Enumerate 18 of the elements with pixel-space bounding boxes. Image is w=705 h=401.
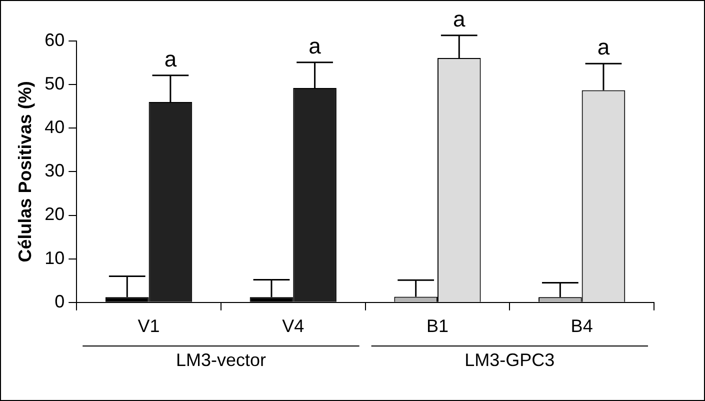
y-tick-label: 50 (44, 74, 65, 94)
y-axis-title: Células Positivas (%) (14, 81, 35, 262)
x-tick-label: V1 (138, 316, 160, 336)
x-tick-label: B1 (426, 316, 448, 336)
y-tick-label: 10 (44, 248, 65, 268)
y-tick-label: 30 (44, 160, 65, 181)
y-tick-label: 60 (44, 30, 65, 50)
x-tick-label: B4 (570, 316, 593, 336)
y-tick-label: 0 (54, 291, 65, 312)
annotation: a (308, 33, 322, 58)
y-tick-label: 40 (44, 117, 65, 138)
annotation: a (164, 46, 178, 72)
text: LM3-vector (176, 350, 266, 370)
y-tick-label: 20 (44, 204, 65, 224)
text: LM3-GPC3 (464, 350, 555, 370)
annotation: a (597, 34, 610, 60)
x-tick-label: V4 (282, 316, 304, 336)
text: a (453, 6, 466, 32)
